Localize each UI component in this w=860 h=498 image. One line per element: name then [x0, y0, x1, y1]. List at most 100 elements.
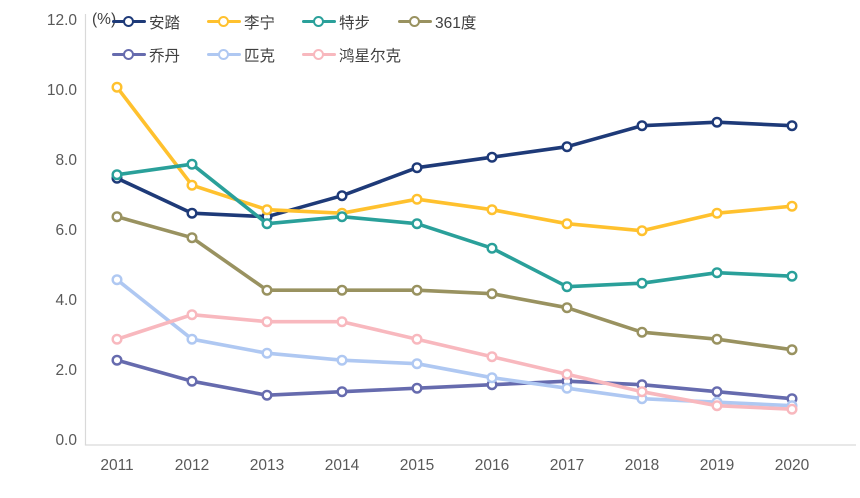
data-point-匹克-2011 [111, 274, 123, 286]
data-point-361度-2020 [786, 344, 798, 356]
data-point-特步-2014 [336, 211, 348, 223]
data-point-鸿星尔克-2020 [786, 403, 798, 415]
data-point-特步-2011 [111, 169, 123, 181]
data-point-李宁-2013 [261, 204, 273, 216]
data-point-匹克-2013 [261, 347, 273, 359]
legend-line-marker-icon [207, 45, 241, 64]
legend-line-marker-icon [398, 12, 432, 31]
data-point-鸿星尔克-2012 [186, 309, 198, 321]
data-point-361度-2014 [336, 284, 348, 296]
legend-line-marker-icon [302, 45, 336, 64]
data-point-匹克-2012 [186, 333, 198, 345]
x-tick-label-2017: 2017 [549, 457, 585, 474]
legend-line-marker-icon [207, 12, 241, 31]
legend-label: 特步 [339, 14, 371, 32]
legend-item-匹克: 匹克 [207, 45, 276, 65]
data-point-361度-2019 [711, 333, 723, 345]
data-point-匹克-2015 [411, 358, 423, 370]
data-point-安踏-2012 [186, 207, 198, 219]
y-tick-label-4.0: 4.0 [55, 291, 77, 309]
data-point-鸿星尔克-2016 [486, 351, 498, 363]
x-tick-label-2020: 2020 [774, 457, 810, 474]
legend-label: 361度 [435, 14, 477, 32]
data-point-安踏-2019 [711, 116, 723, 128]
legend-line-marker-icon [112, 12, 146, 31]
x-tick-label-2018: 2018 [624, 457, 660, 474]
y-axis-unit-label: (%) [92, 11, 117, 28]
legend-dot [409, 15, 420, 27]
data-point-乔丹-2011 [111, 354, 123, 366]
legend-item-李宁: 李宁 [207, 12, 275, 32]
x-tick-label-2012: 2012 [174, 457, 210, 474]
data-point-361度-2018 [636, 326, 648, 338]
legend-line-marker-icon [112, 45, 146, 64]
data-point-乔丹-2015 [411, 382, 423, 394]
series-line-特步 [115, 162, 794, 289]
data-point-鸿星尔克-2011 [111, 333, 123, 345]
data-point-特步-2015 [411, 218, 423, 230]
legend-item-特步: 特步 [302, 12, 371, 32]
data-point-李宁-2018 [636, 225, 648, 237]
data-point-李宁-2017 [561, 218, 573, 230]
data-point-匹克-2014 [336, 354, 348, 366]
legend-dot [218, 15, 229, 27]
data-point-特步-2012 [186, 158, 198, 170]
data-point-361度-2012 [186, 232, 198, 244]
legend-item-乔丹: 乔丹 [112, 45, 181, 65]
legend-item-361度: 361度 [398, 12, 477, 32]
data-point-乔丹-2014 [336, 386, 348, 398]
series-line-乔丹 [115, 358, 794, 401]
data-point-361度-2016 [486, 288, 498, 300]
legend-dot [123, 48, 134, 60]
series-line-鸿星尔克 [115, 312, 794, 412]
data-point-鸿星尔克-2014 [336, 316, 348, 328]
data-point-李宁-2012 [186, 179, 198, 191]
data-point-特步-2017 [561, 281, 573, 293]
legend-dot [313, 15, 324, 27]
data-point-特步-2018 [636, 277, 648, 289]
x-tick-label-2013: 2013 [249, 457, 285, 474]
x-tick-label-2015: 2015 [399, 457, 435, 474]
y-tick-label-12.0: 12.0 [46, 11, 77, 29]
data-point-特步-2013 [261, 218, 273, 230]
data-point-鸿星尔克-2015 [411, 333, 423, 345]
legend-label: 安踏 [149, 14, 181, 32]
data-point-李宁-2015 [411, 193, 423, 205]
data-point-乔丹-2013 [261, 389, 273, 401]
series-line-李宁 [115, 85, 794, 233]
data-point-乔丹-2019 [711, 386, 723, 398]
data-point-特步-2016 [486, 242, 498, 254]
x-tick-label-2019: 2019 [699, 457, 735, 474]
legend-label: 乔丹 [149, 47, 181, 65]
y-tick-label-0.0: 0.0 [55, 431, 77, 449]
data-point-李宁-2020 [786, 200, 798, 212]
data-point-鸿星尔克-2017 [561, 368, 573, 380]
data-point-安踏-2017 [561, 141, 573, 153]
data-point-李宁-2019 [711, 207, 723, 219]
data-point-李宁-2011 [111, 81, 123, 93]
data-point-安踏-2015 [411, 162, 423, 174]
data-point-特步-2020 [786, 270, 798, 282]
data-point-鸿星尔克-2018 [636, 386, 648, 398]
legend-label: 匹克 [244, 47, 276, 65]
legend-line-marker-icon [302, 12, 336, 31]
y-tick-label-10.0: 10.0 [46, 81, 77, 99]
series-line-361度 [115, 214, 794, 352]
data-point-361度-2015 [411, 284, 423, 296]
y-tick-label-2.0: 2.0 [55, 361, 77, 379]
legend-dot [313, 48, 324, 60]
data-point-特步-2019 [711, 267, 723, 279]
x-tick-label-2016: 2016 [474, 457, 510, 474]
data-point-鸿星尔克-2013 [261, 316, 273, 328]
data-point-361度-2017 [561, 302, 573, 314]
legend-label: 鸿星尔克 [339, 47, 402, 65]
legend-dot [218, 48, 229, 60]
data-point-361度-2011 [111, 211, 123, 223]
data-point-安踏-2018 [636, 120, 648, 132]
series-line-安踏 [115, 120, 794, 219]
data-point-李宁-2016 [486, 204, 498, 216]
x-tick-label-2011: 2011 [100, 457, 134, 474]
legend-item-安踏: 安踏 [112, 12, 181, 32]
